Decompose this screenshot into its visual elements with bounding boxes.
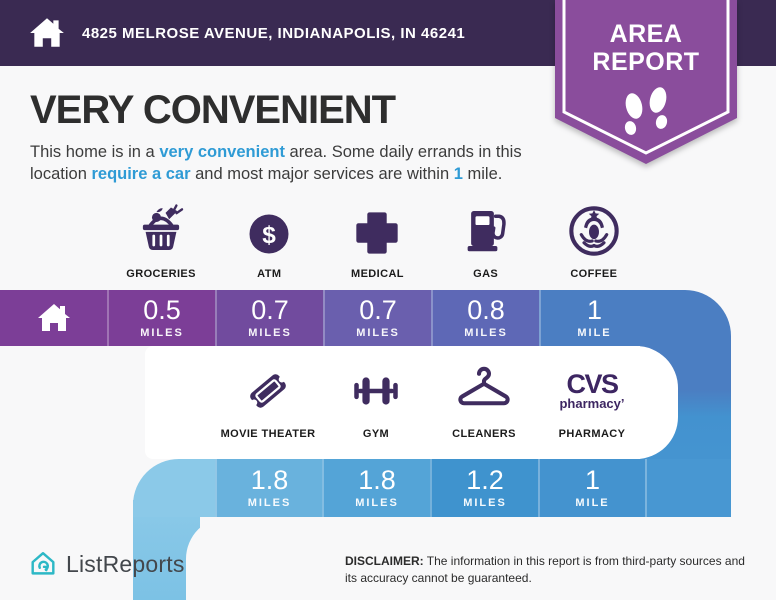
row2-icons-panel	[145, 346, 678, 459]
amenity-label: GAS	[473, 268, 499, 280]
amenity-label: GYM	[362, 428, 390, 440]
amenity-gas: GAS	[432, 200, 540, 280]
distance-unit: MILES	[464, 327, 508, 339]
disclaimer-label: DISCLAIMER:	[345, 554, 424, 568]
amenity-groceries: GROCERIES	[107, 200, 215, 280]
distance-bar-row1: 0.5 MILES 0.7 MILES 0.7 MILES 0.8 MILES …	[0, 290, 648, 346]
desc-highlight: very convenient	[159, 143, 285, 161]
home-segment	[0, 290, 107, 346]
distance-cell: 0.7 MILES	[323, 290, 431, 346]
distance-value: 1.8	[358, 465, 396, 495]
desc-part: and most major services are within	[190, 165, 454, 184]
desc-part: This home is in a	[30, 143, 160, 161]
badge-line1: AREA	[609, 20, 683, 48]
brand-name: ListReports	[66, 550, 185, 577]
badge-ribbon-shape	[555, 0, 737, 164]
area-report-badge: AREA REPORT	[555, 0, 737, 164]
dollar-symbol: $	[263, 222, 277, 249]
cvs-logo: CVS pharmacy’	[559, 360, 624, 420]
distance-unit: MILES	[247, 497, 292, 509]
amenity-label: GROCERIES	[126, 268, 196, 280]
distance-cell: 1 MILE	[539, 290, 648, 346]
distance-value: 0.7	[359, 295, 397, 325]
distance-cell: 1 MILE	[538, 459, 645, 517]
distance-value: 1	[586, 295, 603, 325]
amenity-gym: GYM	[322, 360, 430, 440]
desc-part: mile.	[462, 165, 503, 184]
groceries-icon	[142, 204, 184, 251]
distance-value: 0.5	[143, 295, 181, 325]
amenity-atm: $ ATM	[215, 200, 323, 280]
amenity-label: MOVIE THEATER	[220, 428, 316, 440]
atm-icon: $	[249, 214, 289, 254]
amenity-coffee: COFFEE	[540, 200, 648, 280]
distance-unit: MILES	[355, 497, 399, 509]
badge-line2: REPORT	[592, 48, 700, 76]
amenity-cleaners: CLEANERS	[430, 360, 538, 440]
distance-value: 0.7	[251, 295, 289, 325]
home-icon	[37, 304, 70, 331]
description-text: This home is in a very convenient area. …	[30, 141, 552, 185]
cvs-logo-subtext: pharmacy’	[559, 395, 625, 411]
distance-unit: MILES	[140, 327, 184, 339]
amenities-row1: GROCERIES $ ATM MEDICAL GA	[107, 200, 648, 280]
desc-part: area. Some daily errands in this locatio…	[30, 143, 522, 184]
cvs-logo-text: CVS	[566, 368, 619, 399]
home-icon	[30, 18, 64, 47]
disclaimer: DISCLAIMER: The information in this repo…	[345, 553, 747, 588]
leading-segment	[133, 459, 215, 517]
footprints-icon	[624, 87, 668, 135]
distance-unit: MILES	[248, 327, 292, 339]
distance-value: 1	[584, 465, 601, 495]
listreports-house-icon	[31, 552, 55, 575]
amenity-movie-theater: MOVIE THEATER	[214, 360, 322, 440]
distance-unit: MILES	[356, 327, 400, 339]
distance-unit: MILE	[577, 327, 612, 339]
dumbbell-icon	[354, 377, 398, 405]
movie-ticket-icon	[250, 374, 286, 408]
medical-cross-icon	[356, 212, 399, 254]
distance-unit: MILES	[463, 497, 507, 509]
amenity-pharmacy: CVS pharmacy’ PHARMACY	[538, 360, 646, 440]
amenity-label: ATM	[257, 268, 282, 280]
amenity-label: CLEANERS	[452, 428, 516, 440]
amenity-label: COFFEE	[570, 268, 618, 280]
distance-cell: 1.8 MILES	[322, 459, 430, 517]
amenities-row2: MOVIE THEATER GYM CLEANERS	[214, 360, 646, 440]
amenity-label: MEDICAL	[351, 268, 404, 280]
hanger-icon	[458, 366, 510, 406]
gas-pump-icon	[467, 211, 506, 252]
distance-bar-row2: 1.8 MILES 1.8 MILES 1.2 MILES 1 MILE	[133, 459, 731, 517]
coffee-shop-logo-icon	[569, 206, 619, 256]
desc-highlight: 1	[453, 165, 463, 184]
distance-cell: 0.8 MILES	[431, 290, 539, 346]
trailing-segment	[645, 459, 731, 517]
disclaimer-text: The information in this report is from t…	[345, 554, 745, 586]
distance-unit: MILE	[575, 497, 610, 509]
distance-cell: 1.2 MILES	[430, 459, 538, 517]
desc-highlight: require a car	[91, 165, 191, 184]
property-address: 4825 MELROSE AVENUE, INDIANAPOLIS, IN 46…	[82, 24, 466, 42]
distance-cell: 0.7 MILES	[215, 290, 323, 346]
distance-cell: 0.5 MILES	[107, 290, 215, 346]
page-title: VERY CONVENIENT	[30, 88, 396, 132]
distance-value: 1.8	[250, 465, 289, 495]
distance-value: 1.2	[466, 465, 504, 495]
amenity-label: PHARMACY	[558, 428, 626, 440]
footer-area	[186, 517, 776, 600]
badge-title: AREA REPORT	[555, 20, 737, 76]
distance-value: 0.8	[467, 295, 505, 325]
amenity-medical: MEDICAL	[323, 200, 431, 280]
listreports-logo: ListReports	[28, 549, 185, 579]
distance-cell: 1.8 MILES	[215, 459, 322, 517]
